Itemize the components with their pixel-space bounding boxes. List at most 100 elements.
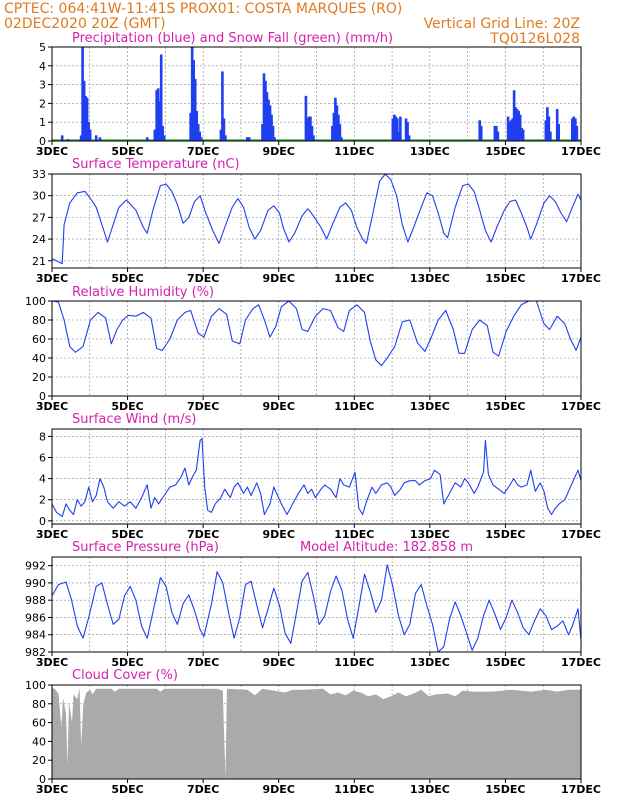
- precip-bar: [193, 78, 197, 141]
- y-tick-label: 27: [32, 211, 46, 224]
- x-tick-label: 7DEC: [187, 656, 219, 669]
- panel-title: Surface Pressure (hPa): [72, 540, 219, 555]
- precip-bar: [394, 116, 398, 141]
- x-tick-label: 5DEC: [111, 528, 143, 541]
- precip-bar: [557, 124, 561, 141]
- precip-bar: [574, 118, 577, 141]
- y-tick-label: 2: [39, 97, 46, 110]
- precip-bar: [496, 131, 500, 141]
- precip-bar: [192, 60, 195, 141]
- series-line: [51, 173, 582, 265]
- y-tick-label: 984: [25, 629, 46, 642]
- x-tick-label: 3DEC: [36, 783, 68, 796]
- panel-4: Surface Pressure (hPa) Model Altitude: 18…: [25, 540, 601, 669]
- x-tick-label: 9DEC: [263, 656, 295, 669]
- precip-bar: [334, 97, 337, 141]
- panel-5: Cloud Cover (%) 0 20 40 60 80 100 3DEC 5DEC 7DEC 9…: [25, 668, 601, 796]
- precip-bar: [224, 135, 227, 141]
- panel-2: Relative Humidity (%) 0 20 40 60 80 100 3DEC 5DE…: [25, 285, 601, 413]
- y-tick-label: 21: [32, 255, 46, 268]
- x-tick-label: 9DEC: [263, 528, 295, 541]
- y-tick-label: 988: [25, 594, 46, 607]
- x-tick-label: 15DEC: [485, 528, 525, 541]
- x-tick-label: 3DEC: [36, 272, 68, 285]
- panel-annotation: Model Altitude: 182.858 m: [300, 540, 473, 555]
- y-tick-label: 986: [25, 611, 46, 624]
- precip-bar: [155, 90, 158, 141]
- precip-bar: [270, 114, 273, 141]
- precip-bar: [407, 135, 411, 141]
- x-tick-label: 5DEC: [111, 656, 143, 669]
- precip-bar: [544, 120, 548, 141]
- header-run-time: 02DEC2020 20Z (GMT): [4, 16, 166, 32]
- panel-1: Surface Temperature (nC) 21 24 27 30 33 3DEC 5D…: [32, 157, 601, 285]
- precip-bar: [397, 131, 401, 141]
- y-tick-label: 33: [32, 168, 46, 181]
- y-tick-label: 4: [39, 473, 46, 486]
- precip-bar: [571, 118, 574, 141]
- precip-bar: [310, 125, 314, 141]
- y-tick-label: 0: [39, 773, 46, 786]
- y-tick-label: 5: [39, 41, 46, 54]
- precip-bar: [264, 80, 267, 141]
- x-tick-label: 3DEC: [36, 528, 68, 541]
- panel-title: Surface Wind (m/s): [72, 412, 196, 427]
- y-tick-label: 8: [39, 430, 46, 443]
- x-tick-label: 13DEC: [410, 145, 450, 158]
- x-tick-label: 7DEC: [187, 528, 219, 541]
- precip-bar: [98, 137, 102, 141]
- precip-bar: [94, 135, 98, 141]
- y-tick-label: 6: [39, 452, 46, 465]
- y-tick-label: 0: [39, 135, 46, 148]
- y-tick-label: 992: [25, 560, 46, 573]
- x-tick-label: 11DEC: [334, 783, 374, 796]
- y-tick-label: 1: [39, 116, 46, 129]
- precip-bar: [332, 112, 336, 141]
- precip-bar: [306, 118, 309, 141]
- x-tick-label: 17DEC: [561, 656, 601, 669]
- y-tick-label: 982: [25, 646, 46, 659]
- cloud-cover-area: [52, 687, 581, 779]
- panel-0: Precipitation (blue) and Snow Fall (gree…: [36, 31, 601, 158]
- precip-bar: [246, 137, 249, 141]
- precip-bar: [337, 114, 340, 141]
- y-tick-label: 24: [32, 233, 46, 246]
- y-tick-label: 100: [25, 679, 46, 692]
- panel-title: Cloud Cover (%): [72, 668, 178, 683]
- x-tick-label: 3DEC: [36, 656, 68, 669]
- precip-bar: [478, 120, 482, 141]
- precip-bar: [66, 139, 70, 141]
- precip-bar: [338, 124, 342, 141]
- panel-frame: [51, 684, 582, 780]
- precip-bar: [195, 110, 199, 141]
- panel-frame: [51, 300, 582, 397]
- precip-bar: [335, 105, 339, 141]
- panel-title: Precipitation (blue) and Snow Fall (gree…: [72, 31, 393, 46]
- precip-bar: [162, 135, 166, 141]
- precip-bar: [575, 125, 579, 141]
- panel-title: Relative Humidity (%): [72, 285, 214, 300]
- x-tick-label: 13DEC: [410, 400, 450, 413]
- x-tick-label: 13DEC: [410, 783, 450, 796]
- precip-bar: [399, 116, 402, 141]
- precip-bar: [267, 99, 270, 141]
- precip-bar: [87, 122, 90, 141]
- precip-bar: [145, 137, 149, 141]
- precip-bar: [262, 73, 266, 141]
- y-tick-label: 0: [39, 515, 46, 528]
- precip-bar: [199, 137, 203, 141]
- precip-bar: [88, 129, 92, 141]
- x-tick-label: 5DEC: [111, 400, 143, 413]
- x-tick-label: 13DEC: [410, 272, 450, 285]
- precip-bar: [493, 125, 497, 141]
- precip-bar: [396, 118, 399, 141]
- precip-bar: [511, 118, 514, 141]
- x-tick-label: 9DEC: [263, 400, 295, 413]
- precip-bar: [391, 118, 395, 141]
- y-tick-label: 40: [32, 735, 46, 748]
- precip-bar: [273, 137, 276, 141]
- precip-bar: [406, 122, 409, 141]
- panel-frame: [51, 556, 582, 653]
- precip-bar: [340, 137, 343, 141]
- y-tick-label: 40: [32, 352, 46, 365]
